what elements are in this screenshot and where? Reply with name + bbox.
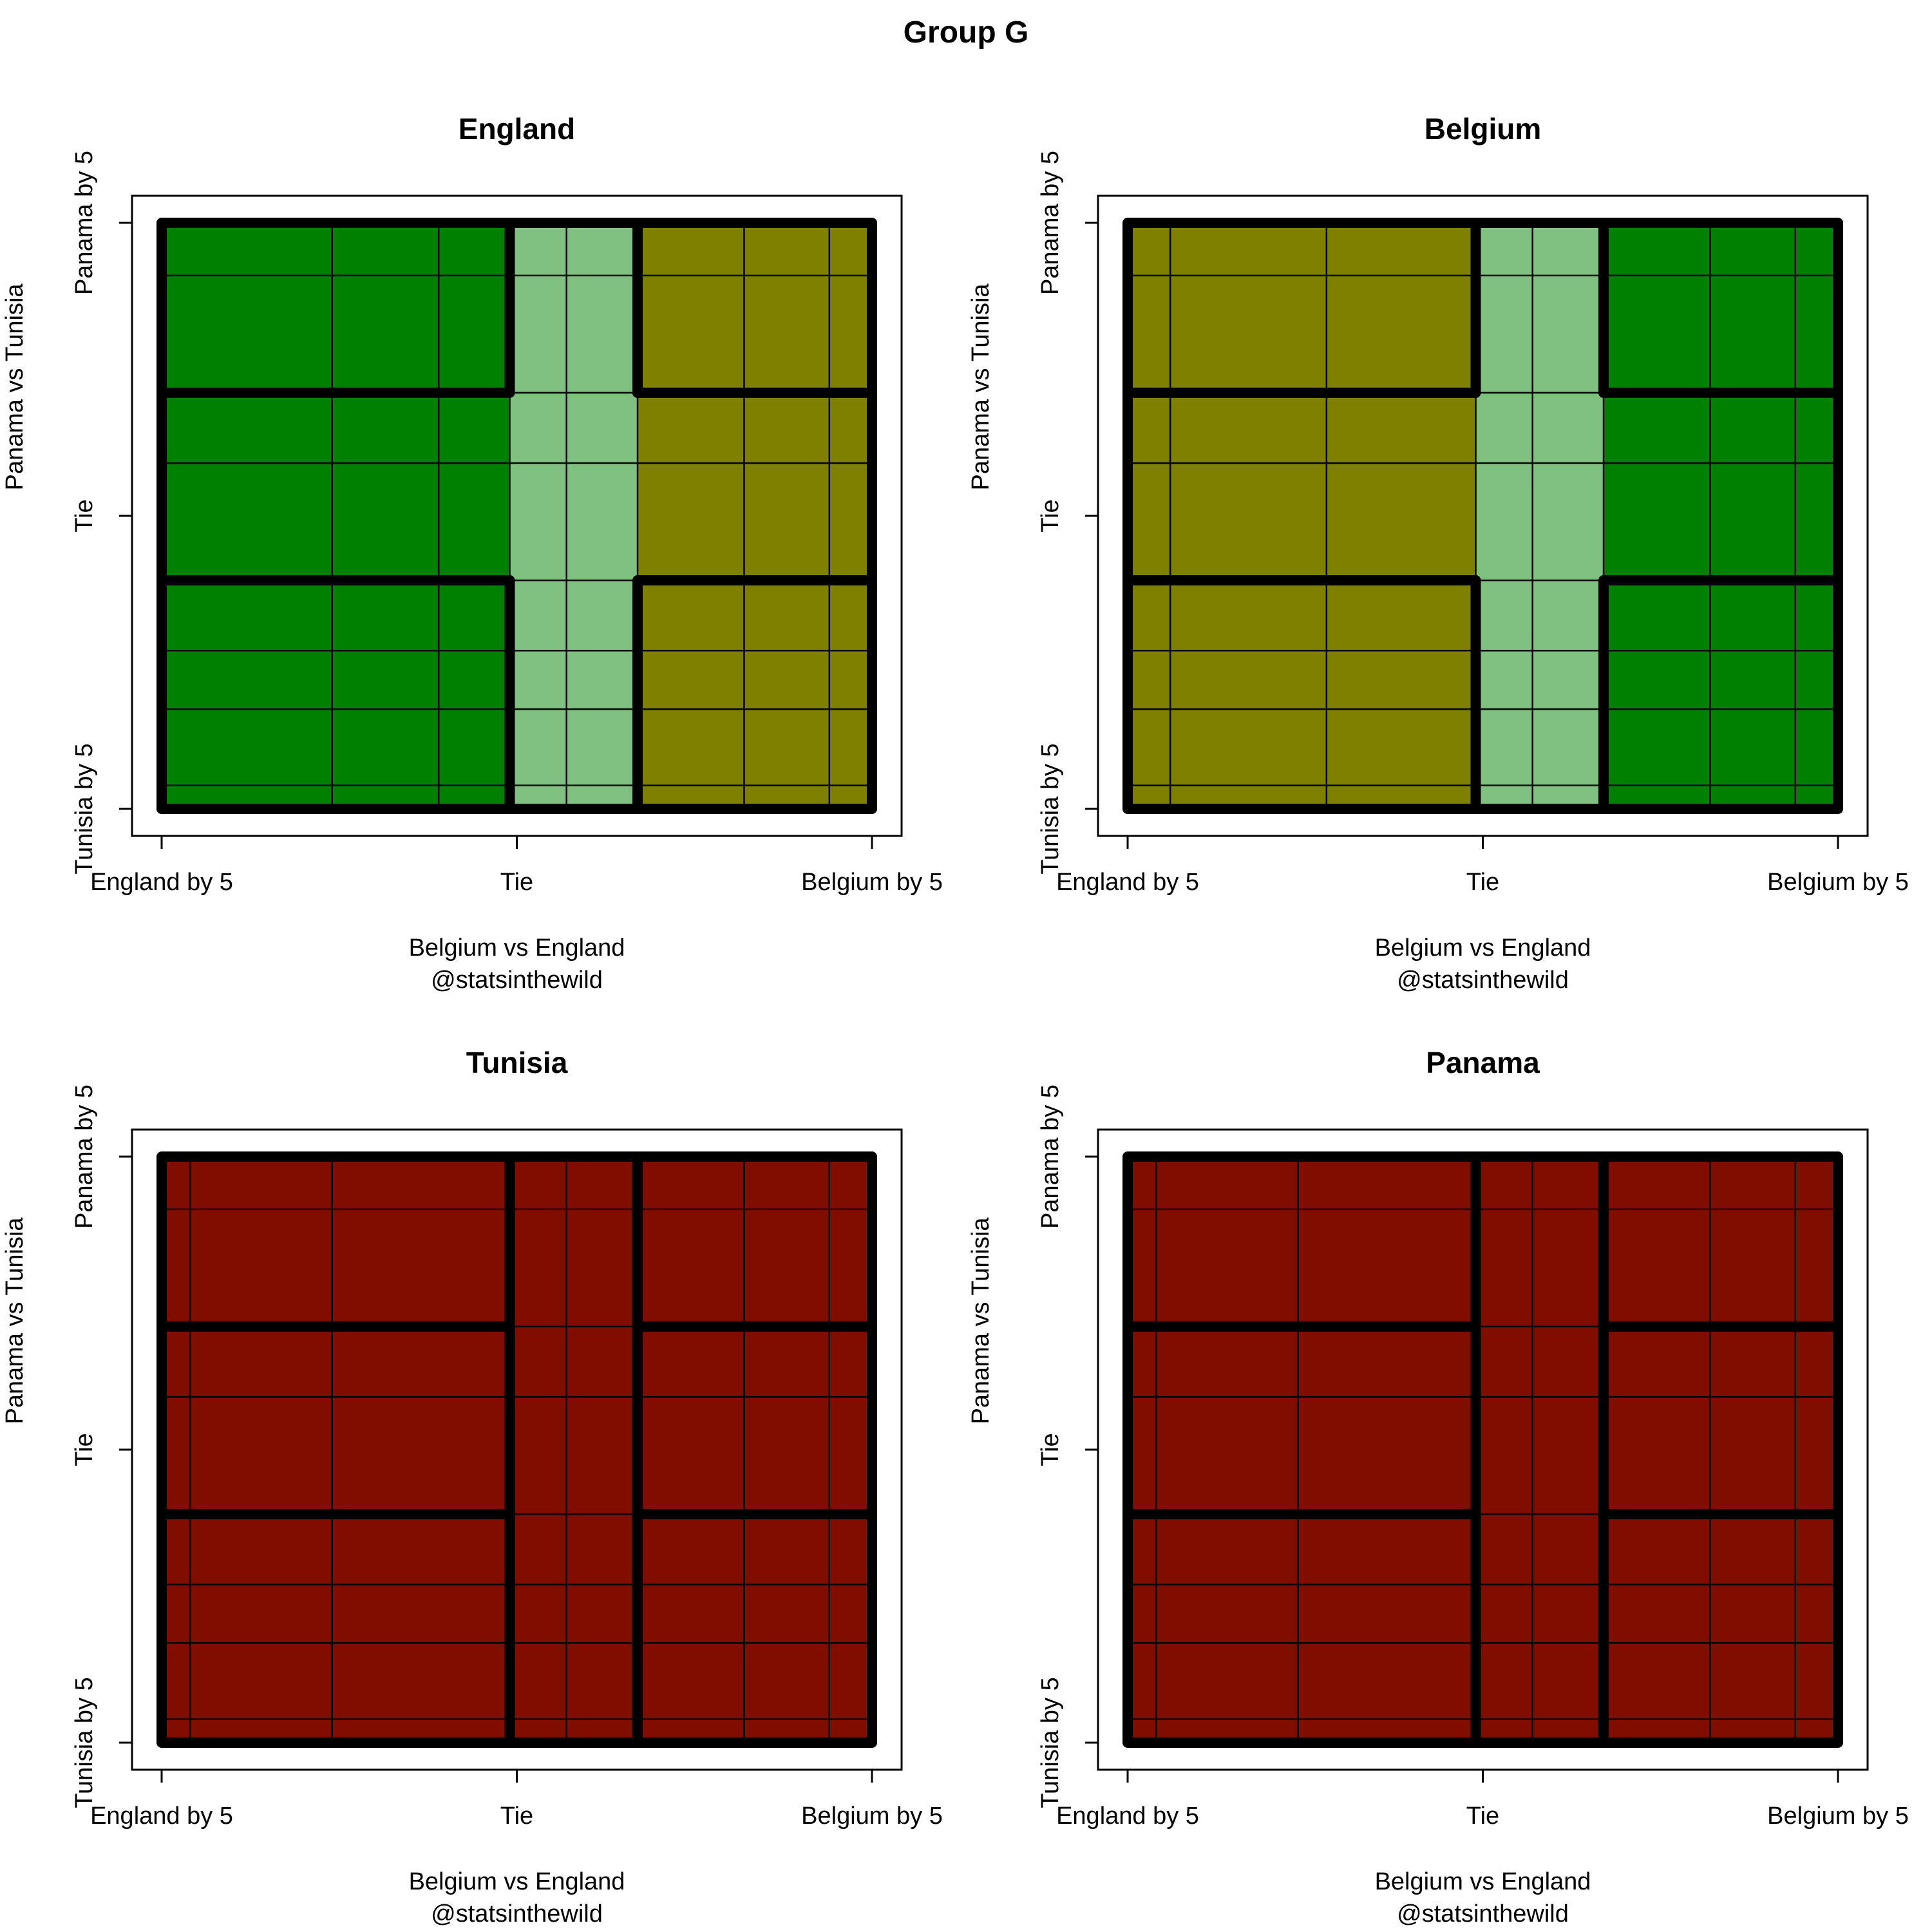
region-cell xyxy=(638,1514,872,1743)
region-cell xyxy=(638,392,872,581)
region-cell xyxy=(509,1157,638,1327)
region-cell xyxy=(509,580,638,809)
region-cell xyxy=(1604,1157,1838,1327)
credit-label: @statsinthewild xyxy=(1397,967,1569,994)
region-outer-border xyxy=(156,1151,877,1748)
x-tick-label: Belgium by 5 xyxy=(801,869,943,896)
region-cell xyxy=(638,1157,872,1327)
region-cell xyxy=(1604,1514,1838,1743)
credit-label: @statsinthewild xyxy=(431,967,603,994)
x-tick-label: Tie xyxy=(1466,1803,1499,1830)
credit-label: @statsinthewild xyxy=(431,1900,603,1927)
region-cell xyxy=(509,223,638,393)
region-cell xyxy=(1128,392,1476,581)
panel-title: Belgium xyxy=(1425,112,1541,146)
x-tick-label: England by 5 xyxy=(1056,869,1199,896)
x-tick-label: Tie xyxy=(500,869,533,896)
region-cell xyxy=(1128,1514,1476,1743)
panel-title: Panama xyxy=(1426,1046,1540,1079)
panel-tunisia: Tunisia England by 5 Tie Belgium by 5 Tunisi… xyxy=(1,1046,943,1927)
y-tick-label: Tunisia by 5 xyxy=(71,743,98,874)
y-tick-label: Tunisia by 5 xyxy=(71,1677,98,1808)
region-outer-border xyxy=(1122,218,1843,814)
x-axis-label: Belgium vs England xyxy=(1375,1868,1591,1895)
y-tick-label: Panama by 5 xyxy=(1037,1084,1064,1229)
x-tick-label: Belgium by 5 xyxy=(1767,869,1909,896)
y-axis-label: Panama vs Tunisia xyxy=(967,1217,994,1425)
region-cell xyxy=(1128,223,1476,393)
region-cell xyxy=(1604,223,1838,393)
x-tick-label: Belgium by 5 xyxy=(801,1803,943,1830)
region-cell xyxy=(1128,580,1476,809)
region-cell xyxy=(1475,1157,1604,1327)
x-tick-label: England by 5 xyxy=(90,1803,233,1830)
region-cell xyxy=(162,1514,510,1743)
y-tick-label: Panama by 5 xyxy=(71,1084,98,1229)
y-axis-label: Panama vs Tunisia xyxy=(967,283,994,491)
region-cell xyxy=(162,1157,510,1327)
region-cell xyxy=(638,1326,872,1515)
x-tick-label: England by 5 xyxy=(1056,1803,1199,1830)
y-tick-label: Panama by 5 xyxy=(71,151,98,295)
region-outer-border xyxy=(1122,1151,1843,1748)
region-cell xyxy=(162,392,510,581)
x-axis-label: Belgium vs England xyxy=(409,934,625,961)
x-axis-label: Belgium vs England xyxy=(409,1868,625,1895)
region-cell xyxy=(1475,1326,1604,1515)
credit-label: @statsinthewild xyxy=(1397,1900,1569,1927)
region-cell xyxy=(162,580,510,809)
y-tick-label: Tunisia by 5 xyxy=(1037,743,1064,874)
region-cell xyxy=(1128,1157,1476,1327)
y-axis-label: Panama vs Tunisia xyxy=(1,1217,28,1425)
y-tick-label: Tie xyxy=(71,1433,98,1466)
region-cell xyxy=(162,1326,510,1515)
region-cell xyxy=(1604,580,1838,809)
region-cell xyxy=(1604,1326,1838,1515)
y-tick-label: Tie xyxy=(71,499,98,532)
panel-panama: Panama England by 5 Tie Belgium by 5 Tunisia… xyxy=(967,1046,1909,1927)
y-tick-label: Tunisia by 5 xyxy=(1037,1677,1064,1808)
region-cell xyxy=(638,580,872,809)
region-cell xyxy=(1475,392,1604,581)
region-cell xyxy=(509,392,638,581)
y-tick-label: Tie xyxy=(1037,499,1064,532)
panel-belgium: Belgium England by 5 Tie Belgium by 5 Tunisi… xyxy=(967,112,1909,994)
region-outer-border xyxy=(156,218,877,814)
x-tick-label: Tie xyxy=(500,1803,533,1830)
y-axis-label: Panama vs Tunisia xyxy=(1,283,28,491)
region-cell xyxy=(509,1514,638,1743)
panel-title: Tunisia xyxy=(466,1046,568,1079)
region-cell xyxy=(509,1326,638,1515)
y-tick-label: Tie xyxy=(1037,1433,1064,1466)
region-cell xyxy=(1604,392,1838,581)
x-tick-label: England by 5 xyxy=(90,869,233,896)
x-axis-label: Belgium vs England xyxy=(1375,934,1591,961)
region-cell xyxy=(1475,1514,1604,1743)
panel-england: England England by 5 Tie Belgium by 5 Tunisi… xyxy=(1,112,943,994)
panel-title: England xyxy=(459,112,575,146)
region-cell xyxy=(1475,223,1604,393)
y-tick-label: Panama by 5 xyxy=(1037,151,1064,295)
region-cell xyxy=(1128,1326,1476,1515)
region-cell xyxy=(1475,580,1604,809)
x-tick-label: Tie xyxy=(1466,869,1499,896)
region-cell xyxy=(162,223,510,393)
region-cell xyxy=(638,223,872,393)
figure-title: Group G xyxy=(904,15,1029,50)
x-tick-label: Belgium by 5 xyxy=(1767,1803,1909,1830)
